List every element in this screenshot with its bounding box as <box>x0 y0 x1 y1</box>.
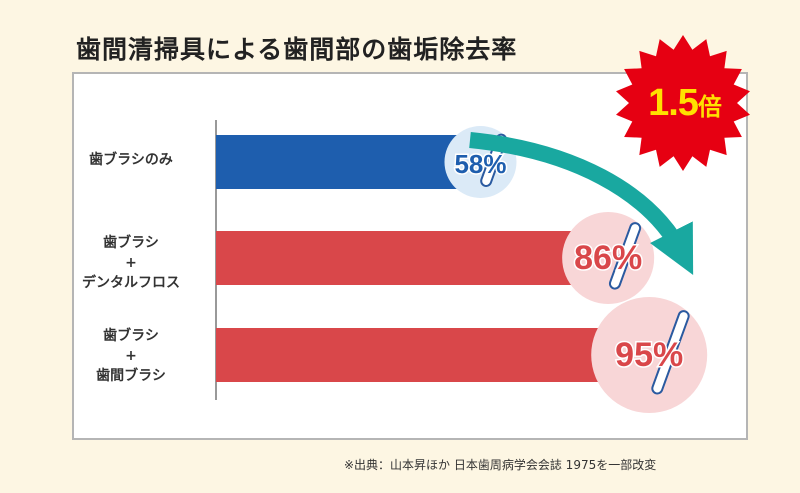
badge-suffix: 倍 <box>697 94 722 121</box>
increase-arrow <box>469 132 694 275</box>
badge-value: 1.5 <box>648 82 699 124</box>
category-label-3: 歯ブラシ + 歯間ブラシ <box>96 328 166 384</box>
bar-2 <box>216 231 609 285</box>
badge-label: 1.5倍 <box>620 82 750 125</box>
category-label-2: 歯ブラシ + デンタルフロス <box>82 235 180 291</box>
chart-title: 歯間清掃具による歯間部の歯垢除去率 <box>76 35 518 64</box>
toothbrush-icon <box>608 222 642 290</box>
bar-3 <box>216 328 650 382</box>
category-label-1: 歯ブラシのみ <box>89 152 173 168</box>
burst-badge <box>616 35 750 171</box>
source-note: ※出典：山本昇ほか 日本歯周病学会会誌 1975を一部改変 <box>344 458 657 472</box>
toothbrush-icon <box>651 310 690 395</box>
value-label-2: 86% <box>574 239 642 277</box>
value-label-3: 95% <box>615 336 683 374</box>
bar-1 <box>216 135 481 189</box>
value-label-1: 58% <box>454 149 506 179</box>
